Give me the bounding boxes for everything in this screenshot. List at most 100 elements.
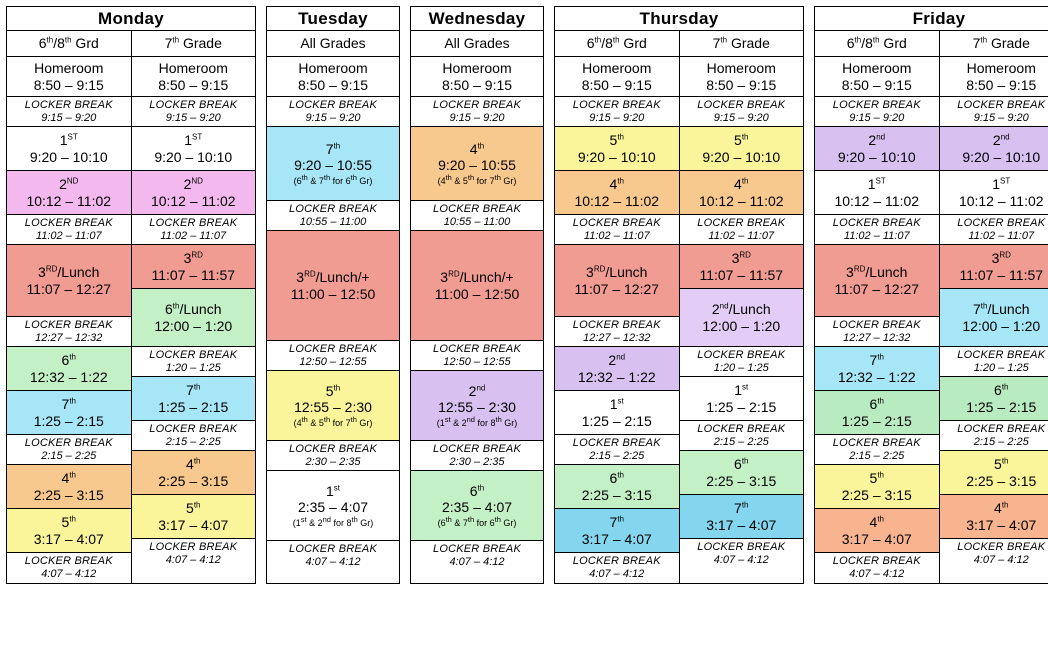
locker-break-cell: LOCKER BREAK4:07 – 4:12 [555,553,679,583]
period-cell: 2ND10:12 – 11:02 [132,171,256,215]
column: 6th/8th GrdHomeroom8:50 – 9:15LOCKER BRE… [555,31,679,583]
cell-label: LOCKER BREAK [134,99,254,112]
cell-time: 8:50 – 9:15 [682,77,802,93]
cell-label: LOCKER BREAK [413,343,541,356]
cell-label: LOCKER BREAK [134,423,254,436]
day-monday: Monday6th/8th GrdHomeroom8:50 – 9:15LOCK… [6,6,256,584]
cell-time: 8:50 – 9:15 [413,77,541,93]
column-header: All Grades [411,31,543,57]
cell-label: 5th [942,456,1048,472]
locker-break-cell: LOCKER BREAK2:15 – 2:25 [555,435,679,465]
column: 6th/8th GrdHomeroom8:50 – 9:15LOCKER BRE… [7,31,131,583]
day-title: Friday [815,7,1048,31]
cell-label: LOCKER BREAK [134,349,254,362]
cell-label: LOCKER BREAK [942,99,1048,112]
cell-label: LOCKER BREAK [817,437,937,450]
period-cell: 7th1:25 – 2:15 [7,391,131,435]
cell-label: 6th [9,352,129,368]
cell-time: 10:12 – 11:02 [557,193,677,209]
column-header-label: 6th/8th Grd [817,35,937,51]
cell-label: LOCKER BREAK [942,349,1048,362]
period-cell: 5th12:55 – 2:30(4th & 5th for 7th Gr) [267,371,399,441]
cell-time: 10:12 – 11:02 [942,193,1048,209]
locker-break-cell: LOCKER BREAK11:02 – 11:07 [7,215,131,245]
period-cell: Homeroom8:50 – 9:15 [411,57,543,97]
period-cell: 5th3:17 – 4:07 [7,509,131,553]
period-cell: 6th2:35 – 4:07(6th & 7th for 6th Gr) [411,471,543,541]
cell-time: 4:07 – 4:12 [817,568,937,581]
period-cell: 3RD/Lunch11:07 – 12:27 [815,245,939,317]
cell-label: 2ND [9,176,129,192]
cell-label: 1st [269,483,397,499]
cell-time: 9:15 – 9:20 [942,112,1048,125]
period-cell: 4th2:25 – 3:15 [132,451,256,495]
cell-time: 9:20 – 10:10 [942,149,1048,165]
cell-time: 2:15 – 2:25 [9,450,129,463]
cell-time: 4:07 – 4:12 [942,554,1048,567]
cell-time: 4:07 – 4:12 [134,554,254,567]
cell-time: 2:15 – 2:25 [682,436,802,449]
cell-label: 5th [134,500,254,516]
cell-label: 3RD/Lunch [557,264,677,280]
cell-time: 8:50 – 9:15 [134,77,254,93]
cell-time: 12:32 – 1:22 [557,369,677,385]
cell-label: 3RD/Lunch [817,264,937,280]
cell-note: (6th & 7th for 6th Gr) [413,516,541,528]
cell-label: 4th [817,514,937,530]
column: 7th GradeHomeroom8:50 – 9:15LOCKER BREAK… [679,31,804,583]
period-cell: 4th10:12 – 11:02 [555,171,679,215]
cell-label: Homeroom [682,60,802,76]
period-cell: 5th2:25 – 3:15 [940,451,1048,495]
cell-label: LOCKER BREAK [269,443,397,456]
cell-label: LOCKER BREAK [134,541,254,554]
period-cell: 1ST10:12 – 11:02 [940,171,1048,215]
cell-time: 3:17 – 4:07 [817,531,937,547]
cell-time: 1:25 – 2:15 [9,413,129,429]
column-header-label: All Grades [413,35,541,51]
cell-time: 2:25 – 3:15 [942,473,1048,489]
cell-label: Homeroom [413,60,541,76]
cell-time: 11:07 – 11:57 [682,267,802,283]
cell-time: 1:20 – 1:25 [942,362,1048,375]
locker-break-cell: LOCKER BREAK11:02 – 11:07 [132,215,256,245]
day-title: Tuesday [267,7,399,31]
cell-label: 2nd [817,132,937,148]
cell-time: 11:00 – 12:50 [413,286,541,302]
locker-break-cell: LOCKER BREAK1:20 – 1:25 [132,347,256,377]
cell-label: LOCKER BREAK [413,99,541,112]
period-cell: 4th10:12 – 11:02 [680,171,804,215]
locker-break-cell: LOCKER BREAK4:07 – 4:12 [680,539,804,569]
cell-time: 1:25 – 2:15 [942,399,1048,415]
period-cell: 6th2:25 – 3:15 [555,465,679,509]
cell-label: 6th [413,483,541,499]
period-cell: 6th12:32 – 1:22 [7,347,131,391]
locker-break-cell: LOCKER BREAK4:07 – 4:12 [7,553,131,583]
cell-label: 6th [817,396,937,412]
cell-label: 3RD [942,250,1048,266]
cell-time: 8:50 – 9:15 [269,77,397,93]
cell-time: 8:50 – 9:15 [942,77,1048,93]
period-cell: 3RD11:07 – 11:57 [680,245,804,289]
period-cell: Homeroom8:50 – 9:15 [815,57,939,97]
locker-break-cell: LOCKER BREAK2:30 – 2:35 [267,441,399,471]
cell-time: 4:07 – 4:12 [269,556,397,569]
column-header-label: 6th/8th Grd [557,35,677,51]
columns: 6th/8th GrdHomeroom8:50 – 9:15LOCKER BRE… [7,31,255,583]
locker-break-cell: LOCKER BREAK2:15 – 2:25 [940,421,1048,451]
cell-label: 2nd [413,383,541,399]
cell-time: 9:20 – 10:55 [413,157,541,173]
cell-time: 12:55 – 2:30 [269,399,397,415]
period-cell: 3RD/Lunch11:07 – 12:27 [555,245,679,317]
cell-time: 3:17 – 4:07 [942,517,1048,533]
cell-label: 7th [134,382,254,398]
cell-label: LOCKER BREAK [557,217,677,230]
period-cell: 3RD11:07 – 11:57 [940,245,1048,289]
period-cell: 6th1:25 – 2:15 [815,391,939,435]
day-wednesday: WednesdayAll GradesHomeroom8:50 – 9:15LO… [410,6,544,584]
cell-time: 12:00 – 1:20 [134,318,254,334]
locker-break-cell: LOCKER BREAK9:15 – 9:20 [132,97,256,127]
cell-label: LOCKER BREAK [942,541,1048,554]
locker-break-cell: LOCKER BREAK12:50 – 12:55 [267,341,399,371]
cell-time: 2:15 – 2:25 [817,450,937,463]
cell-time: 12:27 – 12:32 [557,332,677,345]
